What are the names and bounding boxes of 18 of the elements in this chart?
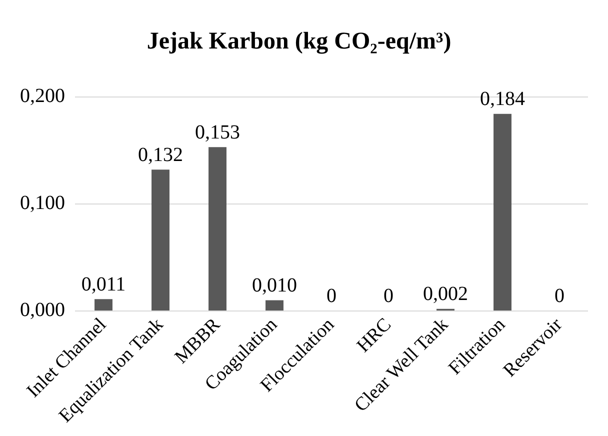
bar (208, 147, 226, 310)
bar (266, 300, 284, 310)
bar (94, 299, 112, 310)
y-tick-label: 0,100 (20, 192, 65, 214)
data-label: 0,002 (423, 283, 468, 306)
y-tick-label: 0,200 (20, 85, 65, 108)
data-label: 0,132 (138, 144, 183, 166)
data-label: 0 (554, 285, 564, 308)
bar (152, 170, 170, 310)
y-tick-label: 0,000 (20, 299, 65, 322)
data-label: 0,010 (252, 274, 297, 296)
chart-title: Jejak Karbon (kg CO₂-eq/m³) (146, 28, 452, 55)
data-label: 0 (326, 285, 336, 308)
data-label: 0,011 (81, 273, 126, 296)
bar (494, 114, 512, 310)
data-label: 0,184 (480, 88, 525, 110)
data-label: 0 (384, 285, 394, 308)
data-label: 0,153 (195, 121, 240, 144)
